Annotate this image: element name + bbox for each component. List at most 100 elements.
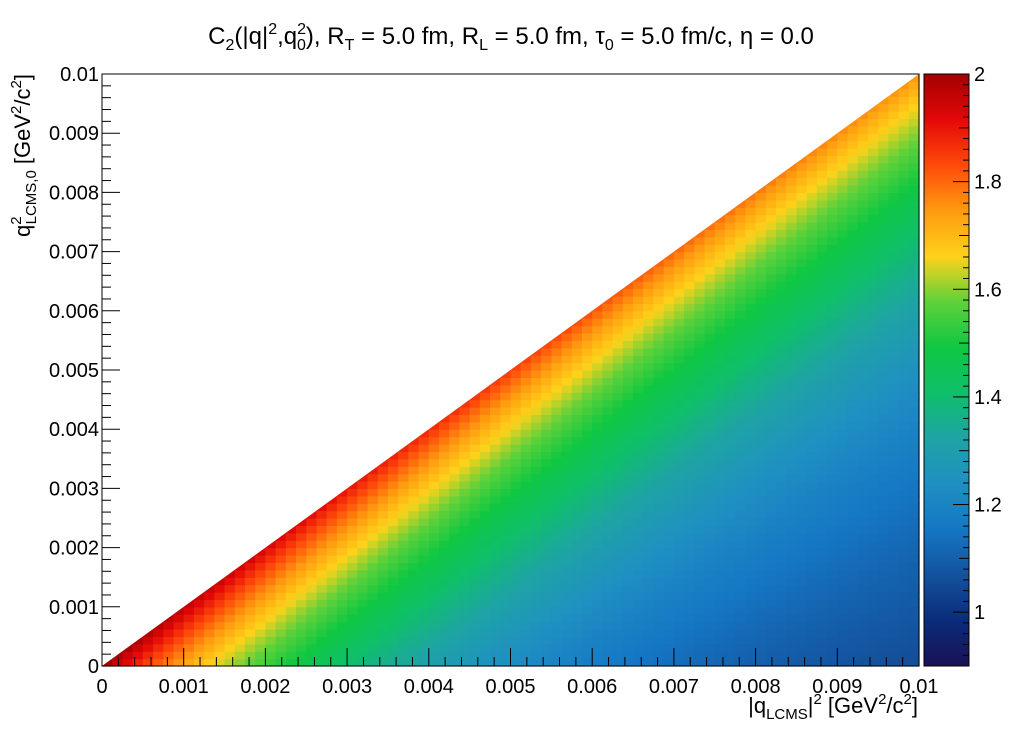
- heatmap-cell: [183, 658, 195, 667]
- heatmap-cell: [449, 414, 461, 423]
- heatmap-cell: [735, 259, 746, 267]
- heatmap-cell: [479, 606, 491, 615]
- heatmap-cell: [724, 481, 736, 489]
- heatmap-cell: [612, 399, 624, 408]
- heatmap-cell: [786, 621, 798, 630]
- heatmap-cell: [336, 518, 348, 526]
- heatmap-cell: [234, 569, 246, 578]
- heatmap-cell: [786, 399, 798, 408]
- heatmap-cell: [796, 310, 808, 319]
- heatmap-cell: [837, 303, 849, 312]
- heatmap-cell: [530, 481, 542, 489]
- heatmap-cell: [776, 303, 787, 312]
- heatmap-cell: [888, 621, 900, 630]
- heatmap-cell: [653, 503, 665, 512]
- heatmap-cell: [571, 340, 583, 349]
- heatmap-cell: [714, 525, 726, 534]
- heatmap-cell: [878, 547, 889, 556]
- heatmap-cell: [469, 592, 481, 600]
- heatmap-cell: [714, 569, 726, 578]
- heatmap-cell: [867, 362, 879, 371]
- heatmap-cell: [316, 614, 328, 623]
- heatmap-cell: [602, 362, 614, 371]
- heatmap-cell: [694, 399, 706, 408]
- heatmap-cell: [796, 525, 808, 534]
- heatmap-cell: [867, 407, 879, 415]
- heatmap-cell: [622, 325, 634, 334]
- heatmap-cell: [684, 259, 695, 267]
- heatmap-cell: [306, 562, 318, 571]
- heatmap-cell: [806, 392, 818, 401]
- heatmap-cell: [816, 584, 828, 593]
- heatmap-cell: [408, 643, 420, 652]
- heatmap-cell: [786, 636, 798, 645]
- heatmap-cell: [714, 347, 726, 356]
- heatmap-cell: [796, 347, 808, 356]
- heatmap-cell: [796, 451, 808, 460]
- heatmap-cell: [847, 281, 859, 290]
- heatmap-cell: [755, 347, 767, 356]
- heatmap-cell: [724, 399, 736, 408]
- heatmap-cell: [418, 658, 430, 667]
- heatmap-cell: [888, 495, 900, 504]
- heatmap-cell: [132, 643, 144, 652]
- heatmap-cell: [847, 259, 859, 267]
- heatmap-cell: [592, 458, 604, 467]
- heatmap-cell: [735, 577, 746, 586]
- y-tick-label: 0.001: [49, 597, 99, 619]
- heatmap-cell: [296, 658, 307, 667]
- heatmap-cell: [827, 488, 838, 497]
- heatmap-cell: [592, 621, 604, 630]
- heatmap-cell: [633, 532, 644, 541]
- heatmap-cell: [520, 370, 532, 378]
- heatmap-cell: [816, 288, 828, 297]
- heatmap-cell: [704, 451, 716, 460]
- heatmap-cell: [847, 355, 859, 364]
- heatmap-cell: [735, 229, 746, 238]
- heatmap-cell: [745, 540, 757, 549]
- heatmap-cell: [735, 614, 746, 623]
- heatmap-cell: [806, 532, 818, 541]
- heatmap-cell: [449, 643, 461, 652]
- heatmap-cell: [377, 510, 389, 519]
- heatmap-cell: [714, 222, 726, 230]
- heatmap-cell: [316, 532, 328, 541]
- heatmap-cell: [684, 384, 695, 393]
- heatmap-cell: [316, 540, 328, 549]
- heatmap-cell: [449, 444, 461, 452]
- heatmap-cell: [827, 355, 838, 364]
- heatmap-cell: [541, 503, 552, 512]
- heatmap-cell: [398, 540, 409, 549]
- heatmap-cell: [684, 495, 695, 504]
- heatmap-cell: [500, 606, 512, 615]
- heatmap-cell: [530, 614, 542, 623]
- heatmap-cell: [673, 288, 685, 297]
- heatmap-cell: [745, 555, 757, 563]
- heatmap-cell: [673, 399, 685, 408]
- heatmap-cell: [592, 444, 604, 452]
- heatmap-cell: [336, 584, 348, 593]
- heatmap-cell: [776, 281, 787, 290]
- heatmap-cell: [510, 377, 522, 386]
- heatmap-cell: [776, 629, 787, 637]
- heatmap-cell: [571, 592, 583, 600]
- heatmap-cell: [633, 362, 644, 371]
- heatmap-cell: [724, 651, 736, 660]
- heatmap-cell: [398, 518, 409, 526]
- heatmap-cell: [204, 621, 215, 630]
- y-tick-label: 0.009: [49, 123, 99, 145]
- heatmap-cell: [816, 177, 828, 186]
- heatmap-cell: [581, 584, 593, 593]
- heatmap-cell: [377, 547, 389, 556]
- heatmap-cell: [765, 199, 777, 208]
- heatmap-cell: [551, 436, 563, 445]
- heatmap-cell: [663, 503, 675, 512]
- heatmap-cell: [347, 599, 358, 608]
- heatmap-cell: [459, 599, 471, 608]
- heatmap-cell: [673, 333, 685, 341]
- heatmap-cell: [867, 384, 879, 393]
- heatmap-cell: [357, 532, 369, 541]
- heatmap-cell: [806, 643, 818, 652]
- heatmap-cell: [561, 355, 573, 364]
- heatmap-cell: [724, 259, 736, 267]
